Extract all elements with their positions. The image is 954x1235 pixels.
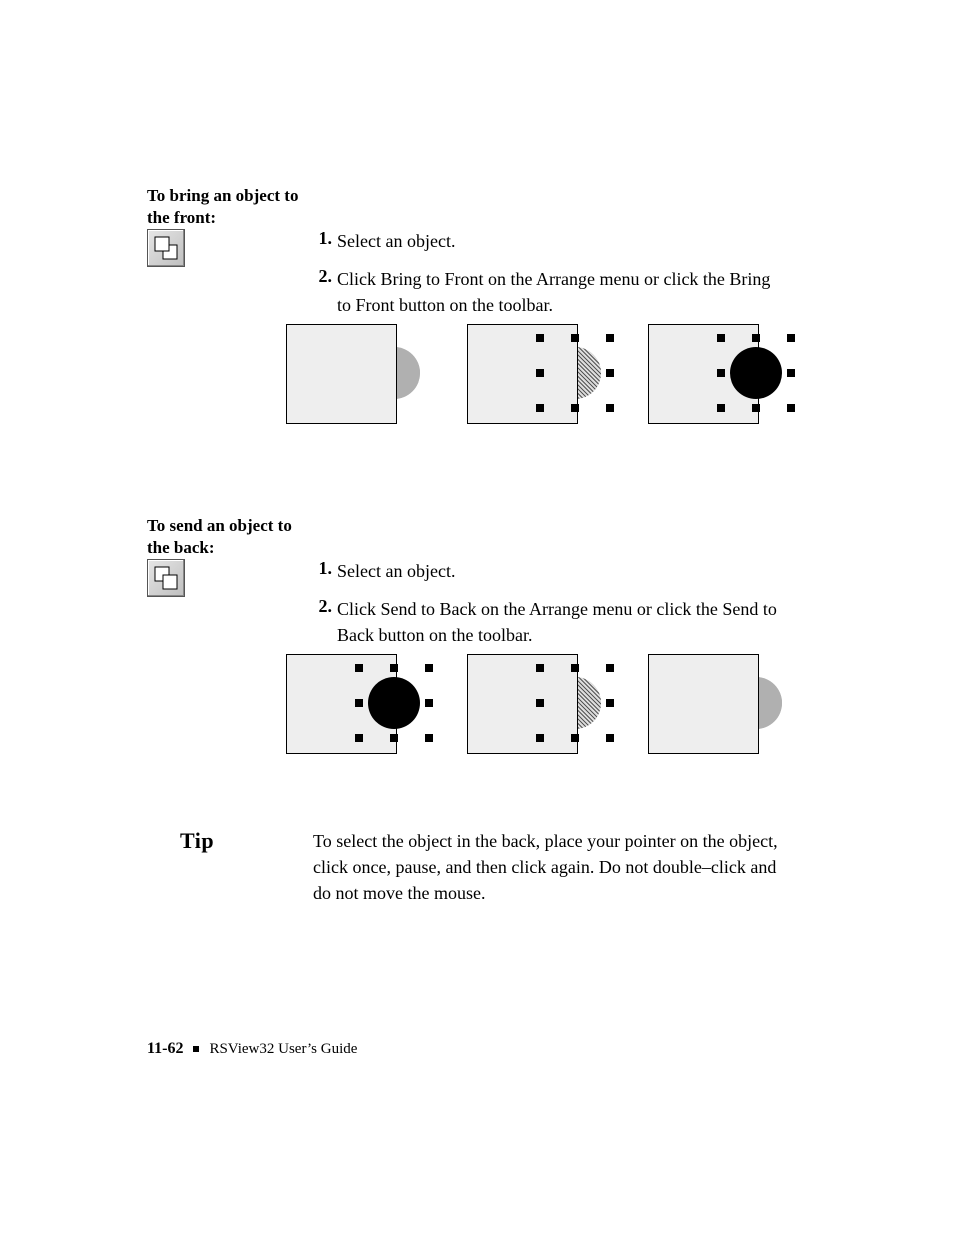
diagram-panel [467, 324, 600, 424]
diagram-panel [467, 654, 600, 754]
page-footer: 11-62 RSView32 User’s Guide [147, 1040, 357, 1058]
circle-overflow-clip [578, 324, 618, 424]
circle-object-overflow [578, 347, 601, 399]
section1-step1-num: 1. [302, 228, 332, 249]
background-rect [467, 324, 578, 424]
handle [787, 369, 795, 377]
section1-heading-l2: the front: [147, 208, 216, 227]
diagram-panel [648, 324, 781, 424]
handle [425, 664, 433, 672]
circle-object-overflow [759, 677, 782, 729]
section2-heading-l2: the back: [147, 538, 215, 557]
background-rect [467, 654, 578, 754]
section1-step2-text: Click Bring to Front on the Arrange menu… [337, 266, 787, 318]
section2-heading: To send an object to the back: [147, 515, 327, 559]
section2-heading-l1: To send an object to [147, 516, 292, 535]
diagram-panel [648, 654, 781, 754]
handle [425, 734, 433, 742]
diagram-panel [286, 654, 419, 754]
section1-step1-text: Select an object. [337, 228, 787, 254]
send-to-back-icon [147, 559, 185, 597]
footer-bullet-icon [193, 1046, 199, 1052]
section2-step1-num: 1. [302, 558, 332, 579]
section2-step2-text: Click Send to Back on the Arrange menu o… [337, 596, 787, 648]
section2-step2-num: 2. [302, 596, 332, 617]
circle-object-overflow [578, 677, 601, 729]
handle [787, 404, 795, 412]
diagram-panel [286, 324, 419, 424]
circle-object [730, 347, 782, 399]
send-to-back-diagram [286, 654, 781, 754]
circle-overflow-clip [397, 324, 437, 424]
background-rect [648, 654, 759, 754]
section2-step1-text: Select an object. [337, 558, 787, 584]
footer-title: RSView32 User’s Guide [209, 1041, 357, 1058]
section1-step2-num: 2. [302, 266, 332, 287]
circle-overflow-clip [759, 654, 799, 754]
handle [425, 699, 433, 707]
tip-text: To select the object in the back, place … [313, 828, 788, 906]
handle [787, 334, 795, 342]
circle-object-overflow [397, 347, 420, 399]
background-rect [286, 324, 397, 424]
circle-overflow-clip [578, 654, 618, 754]
section1-heading: To bring an object to the front: [147, 185, 327, 229]
section1-heading-l1: To bring an object to [147, 186, 298, 205]
document-page: To bring an object to the front: 1. Sele… [0, 0, 954, 1235]
tip-label: Tip [180, 828, 214, 854]
page-number: 11-62 [147, 1040, 183, 1058]
bring-to-front-icon [147, 229, 185, 267]
circle-object [368, 677, 420, 729]
bring-to-front-diagram [286, 324, 781, 424]
